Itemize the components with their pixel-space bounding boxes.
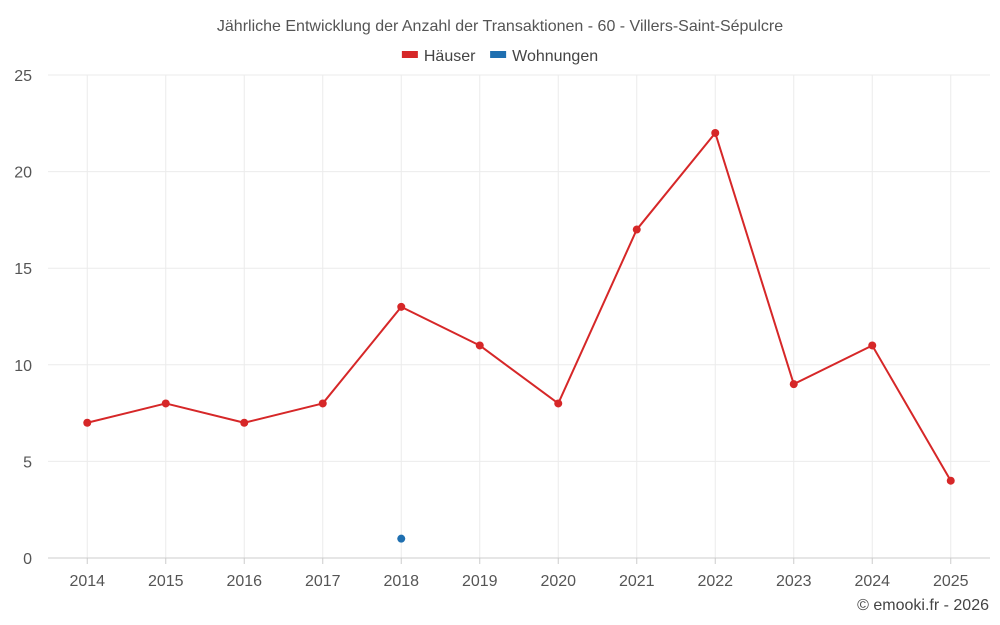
- legend: Häuser Wohnungen: [401, 48, 598, 65]
- y-tick-label: 15: [14, 261, 32, 278]
- data-point[interactable]: [397, 302, 406, 311]
- y-tick-label: 20: [14, 165, 32, 182]
- series-line: [87, 131, 952, 482]
- data-point[interactable]: [397, 534, 406, 543]
- chart-title: Jährliche Entwicklung der Anzahl der Tra…: [217, 18, 783, 35]
- x-tick-label: 2015: [148, 573, 184, 590]
- x-tick-label: 2019: [462, 573, 498, 590]
- legend-label: Häuser: [424, 48, 476, 65]
- y-tick-label: 10: [14, 358, 32, 375]
- series-1: [397, 534, 406, 543]
- credit-text: © emooki.fr - 2026: [857, 597, 989, 614]
- data-point[interactable]: [789, 380, 798, 389]
- y-tick-label: 0: [23, 551, 32, 568]
- x-tick-label: 2023: [776, 573, 812, 590]
- legend-item[interactable]: Häuser: [401, 48, 476, 65]
- x-tick-label: 2016: [226, 573, 262, 590]
- x-tick-label: 2017: [305, 573, 341, 590]
- data-point[interactable]: [711, 128, 720, 137]
- data-point[interactable]: [632, 225, 641, 234]
- y-tick-label: 25: [14, 68, 32, 85]
- data-point[interactable]: [83, 418, 92, 427]
- x-tick-label: 2021: [619, 573, 655, 590]
- x-tick-label: 2024: [854, 573, 890, 590]
- legend-swatch: [401, 51, 418, 58]
- x-tick-label: 2020: [540, 573, 576, 590]
- legend-swatch: [490, 51, 507, 58]
- x-tick-label: 2014: [69, 573, 105, 590]
- data-point[interactable]: [475, 341, 484, 350]
- legend-label: Wohnungen: [512, 48, 598, 65]
- x-tick-label: 2018: [383, 573, 419, 590]
- data-point[interactable]: [318, 399, 327, 408]
- data-point[interactable]: [554, 399, 563, 408]
- legend-item[interactable]: Wohnungen: [490, 48, 598, 65]
- x-tick-label: 2025: [933, 573, 969, 590]
- grid: [48, 74, 990, 558]
- data-point[interactable]: [946, 476, 955, 485]
- series-0: [83, 128, 955, 485]
- series-layer: [83, 128, 955, 543]
- data-point[interactable]: [161, 399, 170, 408]
- data-point[interactable]: [868, 341, 877, 350]
- data-point[interactable]: [240, 418, 249, 427]
- y-tick-label: 5: [23, 454, 32, 471]
- x-tick-label: 2022: [697, 573, 733, 590]
